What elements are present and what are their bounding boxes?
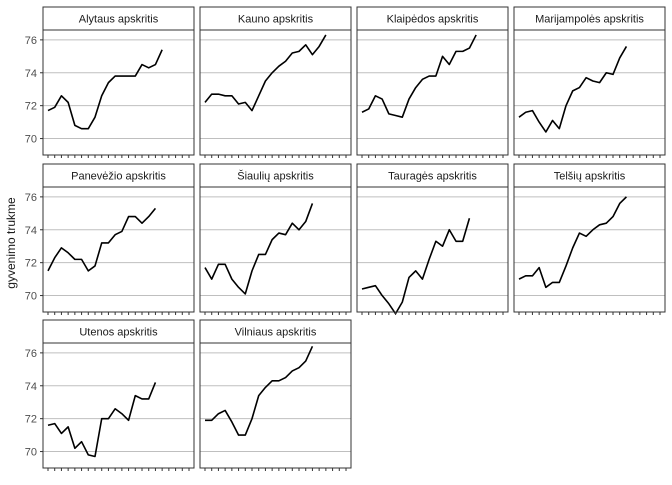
y-tick-label: 70	[25, 291, 37, 303]
panel-border	[42, 29, 195, 156]
facet-strip-label: Marijampolės apskritis	[535, 14, 644, 26]
panel-background	[200, 343, 351, 468]
series-line	[47, 49, 163, 130]
panel-background	[200, 187, 351, 312]
panel-background	[43, 187, 194, 312]
y-axis-title: gyvenimo trukme	[4, 197, 18, 289]
series-line	[47, 207, 157, 272]
facet-panel: Klaipėdos apskritis	[356, 6, 509, 158]
facet-panel: Utenos apskritis 70 72 74 76	[25, 319, 195, 471]
facet-strip-label: Vilniaus apskritis	[235, 327, 317, 339]
facet-strip-label: Šiaulių apskritis	[237, 170, 314, 183]
panel-border	[513, 186, 666, 313]
facet-strip-label: Tauragės apskritis	[388, 171, 477, 183]
y-tick-label: 72	[25, 258, 37, 270]
facet-panel: Marijampolės apskritis	[513, 6, 666, 158]
panel-border	[513, 29, 666, 156]
panel-background	[514, 30, 665, 155]
facet-strip-label: Alytaus apskritis	[79, 14, 159, 26]
panel-border	[199, 186, 352, 313]
series-line	[518, 46, 628, 133]
series-line	[47, 382, 157, 458]
panel-background	[43, 343, 194, 468]
facet-panel: Šiaulių apskritis	[199, 163, 352, 315]
panel-border	[356, 186, 509, 313]
panel-border	[199, 342, 352, 469]
panel-border	[42, 342, 195, 469]
facet-strip-label: Panevėžio apskritis	[71, 171, 166, 183]
panel-background	[200, 30, 351, 155]
facet-panel: Alytaus apskritis 70 72 74 76	[25, 6, 195, 158]
y-tick-label: 74	[25, 225, 37, 237]
y-tick-label: 76	[25, 192, 37, 204]
y-tick-label: 70	[25, 134, 37, 146]
facet-strip-label: Telšių apskritis	[554, 171, 626, 183]
facet-panel: Kauno apskritis	[199, 6, 352, 158]
series-line	[518, 196, 627, 289]
y-tick-label: 72	[25, 101, 37, 113]
y-tick-label: 76	[25, 348, 37, 360]
facet-panel: Vilniaus apskritis	[199, 319, 352, 471]
series-line	[361, 34, 477, 118]
facet-strip-label: Kauno apskritis	[238, 14, 314, 26]
panel-border	[42, 186, 195, 313]
series-line	[205, 345, 314, 436]
facet-panel: Tauragės apskritis	[356, 163, 509, 315]
series-line	[361, 218, 471, 315]
facet-panels: Alytaus apskritis 70 72 74 76 Kauno apskritis…	[25, 6, 666, 471]
y-tick-label: 74	[25, 68, 37, 80]
panel-border	[199, 29, 352, 156]
facet-strip-label: Utenos apskritis	[79, 327, 158, 339]
panel-background	[43, 30, 194, 155]
y-tick-label: 74	[25, 381, 37, 393]
series-line	[204, 34, 327, 112]
series-line	[204, 203, 314, 295]
y-tick-label: 72	[25, 414, 37, 426]
facet-panel: Telšių apskritis	[513, 163, 666, 315]
facet-strip-label: Klaipėdos apskritis	[387, 14, 479, 26]
panel-background	[357, 30, 508, 155]
y-tick-label: 76	[25, 35, 37, 47]
panel-border	[356, 29, 509, 156]
panel-background	[514, 187, 665, 312]
facet-panel: Panevėžio apskritis 70 72 74 76	[25, 163, 195, 315]
y-tick-label: 70	[25, 447, 37, 459]
